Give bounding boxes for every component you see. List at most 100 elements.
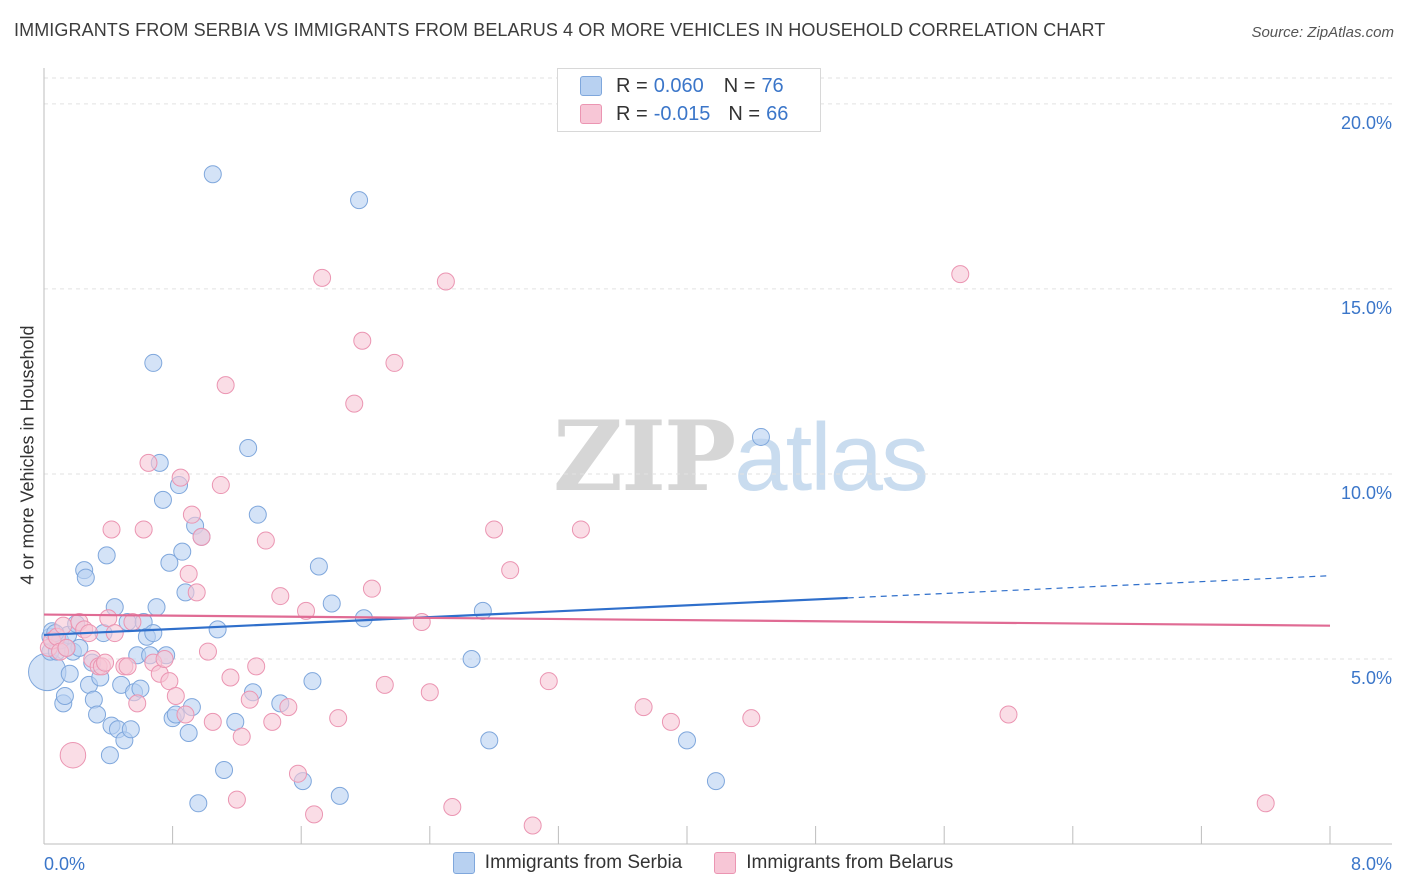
n-label: N = [728,102,761,125]
serbia-trend-extension [847,575,1331,599]
belarus-point [313,268,332,287]
belarus-point [1256,794,1275,813]
belarus-point [523,816,542,835]
serbia-point [55,686,74,705]
serbia-point [97,546,116,565]
belarus-r-value: -0.015 [653,102,711,125]
r-label: R = [616,74,648,97]
belarus-point [182,505,201,524]
belarus-point [501,561,520,580]
belarus-point [412,612,431,631]
belarus-legend-label: Immigrants from Belarus [746,852,954,873]
belarus-points [39,265,1275,835]
y-tick-label: 15.0% [1341,298,1392,318]
legend-item-belarus[interactable]: Immigrants from Belarus [714,852,953,874]
belarus-point [203,712,222,731]
y-tick-label: 20.0% [1341,113,1392,133]
belarus-point [171,468,190,487]
chart-title: IMMIGRANTS FROM SERBIA VS IMMIGRANTS FRO… [14,20,1106,40]
serbia-point [84,690,103,709]
belarus-point [128,694,147,713]
belarus-point [345,394,364,413]
belarus-point [227,790,246,809]
belarus-point [134,520,153,539]
grid-lines [44,77,1392,660]
belarus-point [155,649,174,668]
belarus-point [742,709,761,728]
serbia-point [480,731,499,750]
x-tick-label: 8.0% [1351,854,1392,874]
serbia-point [350,191,369,210]
belarus-point [951,265,970,284]
belarus-point [288,764,307,783]
y-tick-label: 5.0% [1351,668,1392,688]
axis-ticks: 5.0% 10.0% 15.0% 20.0% 0.0% 8.0% [44,113,1392,874]
legend-row-belarus: R = -0.015 N = 66 [580,100,788,128]
belarus-point [96,653,115,672]
serbia-trend-line [43,596,848,637]
serbia-point [751,427,770,446]
belarus-point [102,520,121,539]
serbia-point [215,760,234,779]
belarus-point [59,741,87,769]
belarus-point [362,579,381,598]
belarus-point [198,642,217,661]
serbia-point [189,794,208,813]
serbia-r-value: 0.060 [653,74,704,97]
serbia-point [88,705,107,724]
serbia-n-value: 76 [761,74,784,97]
belarus-point [176,705,195,724]
belarus-point [263,712,282,731]
belarus-point [305,805,324,824]
correlation-legend: R = 0.060 N = 76 R = -0.015 N = 66 [557,68,821,132]
belarus-point [57,638,76,657]
serbia-point [131,679,150,698]
serbia-point [60,664,79,683]
watermark-zip: ZIP [553,400,736,513]
belarus-point [160,672,179,691]
legend-item-serbia[interactable]: Immigrants from Serbia [452,852,683,874]
belarus-point [118,657,137,676]
belarus-point [256,531,275,550]
y-axis-label: 4 or more Vehicles in Household [17,325,38,585]
belarus-point [216,376,235,395]
serbia-point [330,786,349,805]
belarus-point [539,672,558,691]
belarus-point [247,657,266,676]
serbia-legend-swatch [452,852,475,874]
belarus-point [329,709,348,728]
n-label: N = [723,74,756,97]
axes [43,68,1392,845]
trend-lines [43,575,1331,637]
watermark-atlas: atlas [734,404,929,511]
belarus-legend-swatch [714,852,737,874]
belarus-point [375,675,394,694]
belarus-point [297,601,316,620]
belarus-trend-line [43,613,1331,627]
watermark: ZIPatlas [553,400,929,513]
belarus-n-value: 66 [766,102,789,125]
belarus-point [485,520,504,539]
belarus-point [420,683,439,702]
serbia-point [147,598,166,617]
serbia-point [144,624,163,643]
belarus-point [999,705,1018,724]
belarus-point [211,476,230,495]
serbia-legend-label: Immigrants from Serbia [484,852,683,873]
serbia-point [76,568,95,587]
serbia-point [239,439,258,458]
source-credit: Source: ZipAtlas.com [1251,24,1394,41]
serbia-swatch [580,76,602,96]
serbia-point [226,712,245,731]
serbia-point [322,594,341,613]
r-label: R = [616,102,648,125]
serbia-point [248,505,267,524]
belarus-point [232,727,251,746]
serbia-point [462,649,481,668]
belarus-point [271,587,290,606]
belarus-point [279,698,298,717]
belarus-point [353,331,372,350]
serbia-point [144,353,163,372]
belarus-point [436,272,455,291]
